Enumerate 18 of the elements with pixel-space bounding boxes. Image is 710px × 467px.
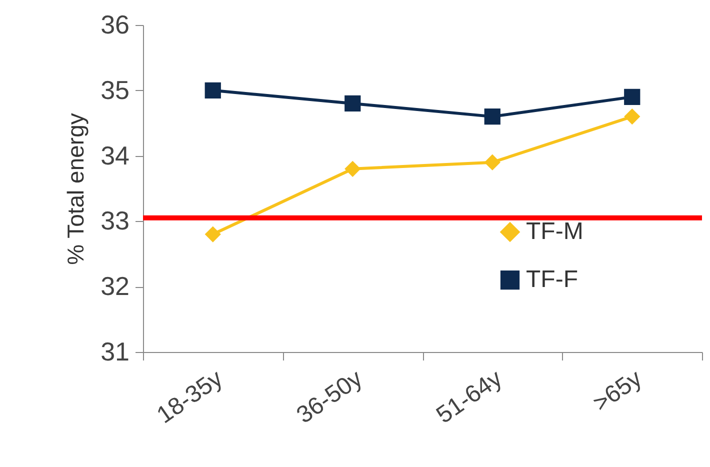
y-tick-label: 36 xyxy=(100,10,130,40)
y-tick-label: 34 xyxy=(100,140,130,170)
y-axis-title: % Total energy xyxy=(62,112,89,265)
y-tick-label: 35 xyxy=(100,74,130,105)
x-tick-label: >65y xyxy=(588,364,647,418)
point xyxy=(624,88,640,106)
point xyxy=(344,95,361,112)
point xyxy=(624,108,640,125)
y-tick-label: 31 xyxy=(100,336,130,366)
legend-label: TF-F xyxy=(526,266,578,293)
point xyxy=(204,226,221,242)
legend-label: TF-M xyxy=(526,218,584,245)
point xyxy=(484,154,500,170)
point xyxy=(204,82,221,98)
y-tick-label: 33 xyxy=(100,206,130,236)
point xyxy=(344,160,361,177)
y-tick-label: 32 xyxy=(100,271,130,302)
point xyxy=(484,108,500,125)
